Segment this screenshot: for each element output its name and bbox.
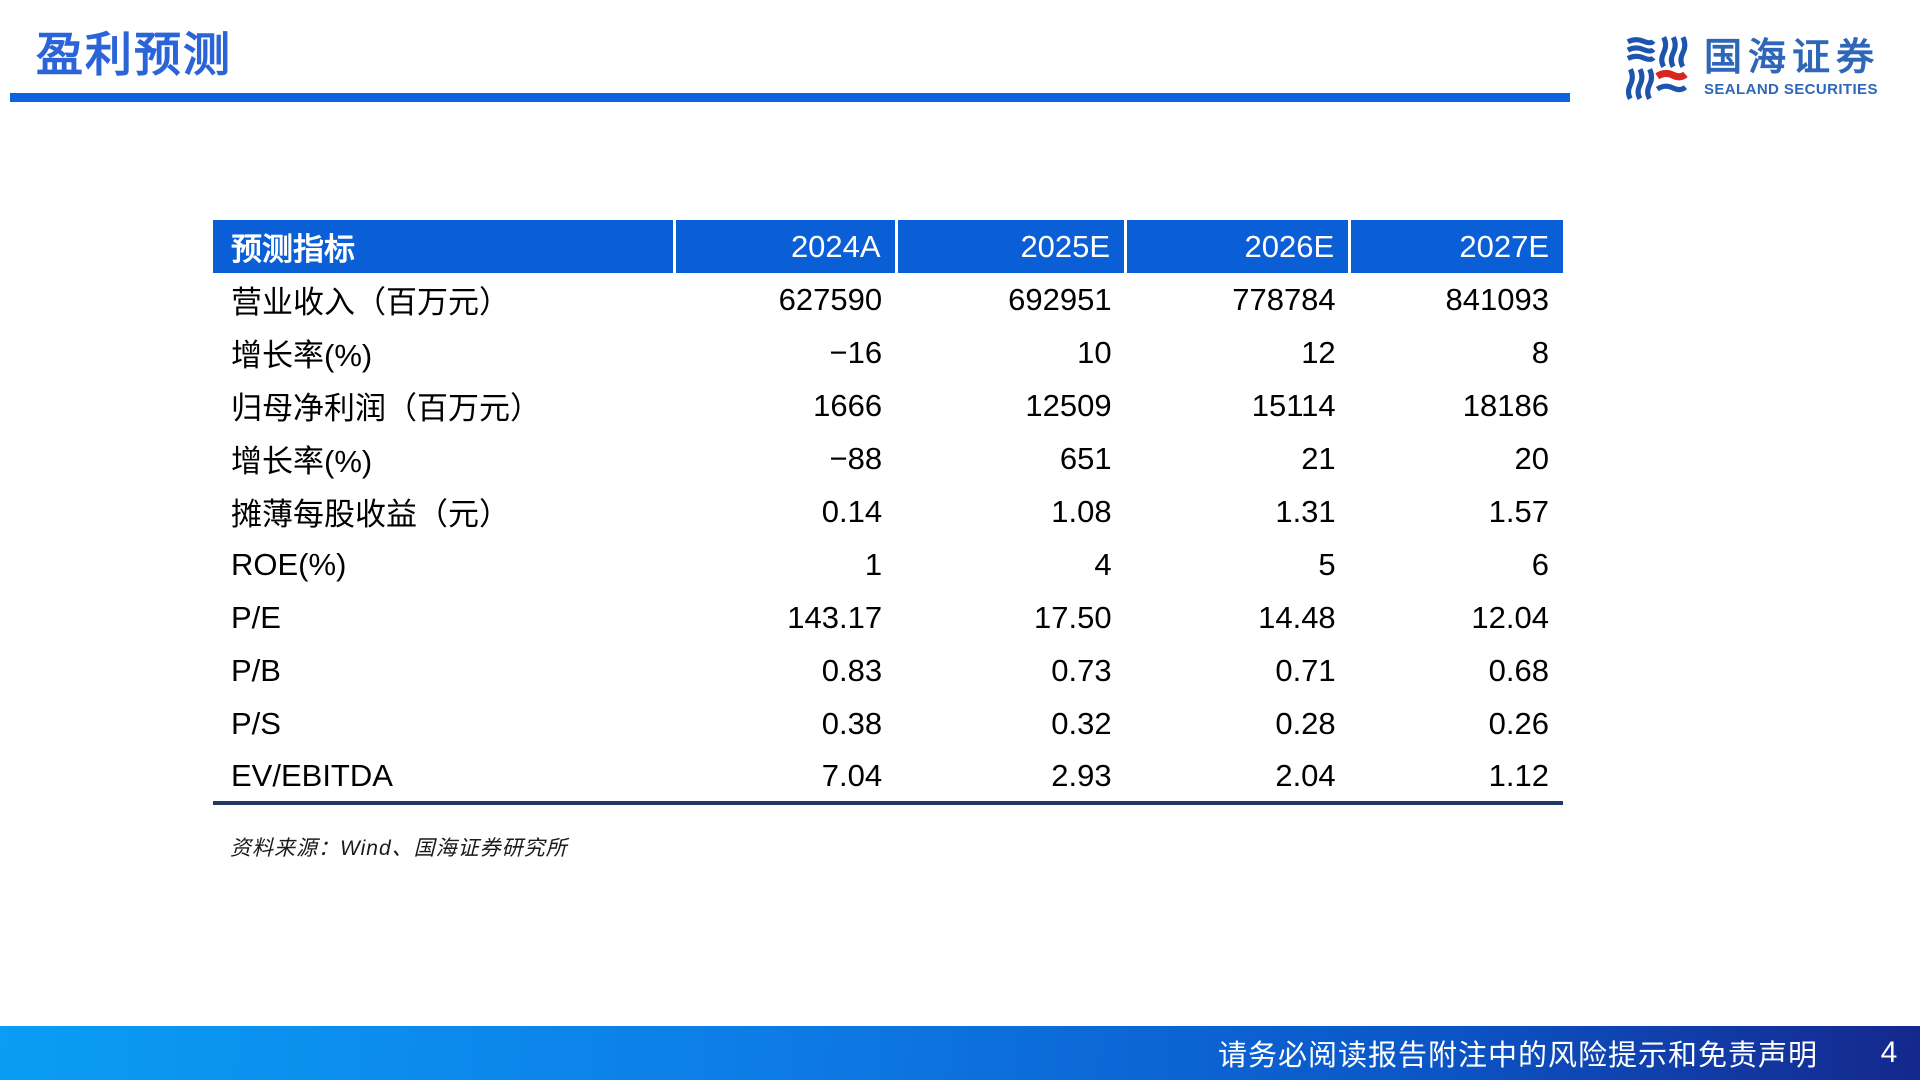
logo-text: 国海证券 SEALAND SECURITIES xyxy=(1704,39,1880,97)
row-value: 0.71 xyxy=(1125,644,1350,697)
header-cell-year: 2025E xyxy=(894,220,1126,273)
row-value: 2.04 xyxy=(1125,750,1350,803)
table-row: P/B 0.83 0.73 0.71 0.68 xyxy=(213,644,1563,697)
header-cell-label: 预测指标 xyxy=(213,220,675,273)
row-value: 4 xyxy=(896,538,1126,591)
table-row: 增长率(%) −16 10 12 8 xyxy=(213,326,1563,379)
title-divider xyxy=(10,93,1570,102)
row-value: 10 xyxy=(896,326,1126,379)
row-value: 1.57 xyxy=(1349,485,1563,538)
page-title: 盈利预测 xyxy=(36,28,232,81)
source-note: 资料来源：Wind、国海证券研究所 xyxy=(230,837,568,860)
row-value: −88 xyxy=(674,432,897,485)
header-cell-year: 2027E xyxy=(1348,220,1563,273)
row-value: 143.17 xyxy=(674,591,897,644)
table-row: P/E 143.17 17.50 14.48 12.04 xyxy=(213,591,1563,644)
page-number: 4 xyxy=(1880,1036,1898,1069)
row-label: 归母净利润（百万元） xyxy=(213,379,675,432)
footer-bar: 请务必阅读报告附注中的风险提示和免责声明 4 xyxy=(0,1026,1920,1080)
row-value: 0.68 xyxy=(1349,644,1563,697)
header-cell-year: 2026E xyxy=(1124,220,1350,273)
row-value: 651 xyxy=(896,432,1126,485)
row-label: 增长率(%) xyxy=(213,326,675,379)
row-value: 12.04 xyxy=(1349,591,1563,644)
header-cell-year: 2024A xyxy=(673,220,897,273)
row-value: 15114 xyxy=(1125,379,1350,432)
row-label: 营业收入（百万元） xyxy=(213,273,675,326)
row-value: 21 xyxy=(1125,432,1350,485)
row-value: 18186 xyxy=(1349,379,1563,432)
row-label: P/E xyxy=(213,591,675,644)
table-header-row: 预测指标 2024A 2025E 2026E 2027E xyxy=(213,220,1563,273)
row-value: 0.38 xyxy=(674,697,897,750)
table-row: 增长率(%) −88 651 21 20 xyxy=(213,432,1563,485)
row-value: 7.04 xyxy=(674,750,897,803)
row-label: 增长率(%) xyxy=(213,432,675,485)
row-label: 摊薄每股收益（元） xyxy=(213,485,675,538)
table-row: 摊薄每股收益（元） 0.14 1.08 1.31 1.57 xyxy=(213,485,1563,538)
row-value: 778784 xyxy=(1125,273,1350,326)
row-value: 17.50 xyxy=(896,591,1126,644)
row-value: 8 xyxy=(1349,326,1563,379)
row-value: 1.31 xyxy=(1125,485,1350,538)
row-label: P/B xyxy=(213,644,675,697)
row-value: −16 xyxy=(674,326,897,379)
row-value: 14.48 xyxy=(1125,591,1350,644)
row-value: 12509 xyxy=(896,379,1126,432)
row-label: P/S xyxy=(213,697,675,750)
footer-disclaimer: 请务必阅读报告附注中的风险提示和免责声明 xyxy=(1217,1040,1818,1072)
row-value: 5 xyxy=(1125,538,1350,591)
forecast-table-body: 营业收入（百万元） 627590 692951 778784 841093 增长率(%) −… xyxy=(213,273,1563,803)
row-value: 1.08 xyxy=(896,485,1126,538)
row-value: 692951 xyxy=(896,273,1126,326)
row-value: 0.73 xyxy=(896,644,1126,697)
row-value: 1 xyxy=(674,538,897,591)
row-label: ROE(%) xyxy=(213,538,675,591)
table-row: 归母净利润（百万元） 1666 12509 15114 18186 xyxy=(213,379,1563,432)
row-value: 0.83 xyxy=(674,644,897,697)
table-row: EV/EBITDA 7.04 2.93 2.04 1.12 xyxy=(213,750,1563,803)
row-value: 627590 xyxy=(674,273,897,326)
row-value: 1666 xyxy=(674,379,897,432)
forecast-table: 预测指标 2024A 2025E 2026E 2027E 营业收入（百万元） 627590… xyxy=(213,220,1563,805)
row-value: 12 xyxy=(1125,326,1350,379)
row-value: 6 xyxy=(1349,538,1563,591)
logo-name-cn: 国海证券 xyxy=(1703,37,1880,79)
row-value: 1.12 xyxy=(1349,750,1563,803)
row-label: EV/EBITDA xyxy=(213,750,675,803)
table-row: 营业收入（百万元） 627590 692951 778784 841093 xyxy=(213,273,1563,326)
company-logo: 国海证券 SEALAND SECURITIES xyxy=(1624,34,1880,102)
row-value: 0.26 xyxy=(1349,697,1563,750)
logo-name-en: SEALAND SECURITIES xyxy=(1703,81,1878,98)
row-value: 0.28 xyxy=(1125,697,1350,750)
row-value: 0.14 xyxy=(674,485,897,538)
table-row: P/S 0.38 0.32 0.28 0.26 xyxy=(213,697,1563,750)
table-row: ROE(%) 1 4 5 6 xyxy=(213,538,1563,591)
row-value: 20 xyxy=(1349,432,1563,485)
sealand-logo-icon xyxy=(1625,36,1688,101)
row-value: 0.32 xyxy=(896,697,1126,750)
row-value: 841093 xyxy=(1349,273,1563,326)
row-value: 2.93 xyxy=(896,750,1126,803)
